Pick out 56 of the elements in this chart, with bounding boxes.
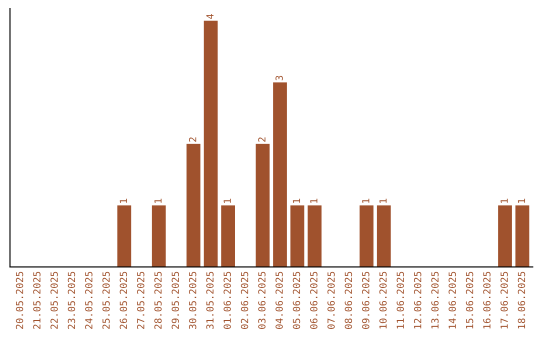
bar (152, 205, 166, 267)
x-tick-label: 20.05.2025 (16, 272, 24, 329)
data-label: 1 (500, 198, 508, 203)
x-tick-label: 03.06.2025 (258, 272, 266, 329)
bar (376, 205, 391, 267)
bar (308, 205, 322, 267)
x-tick-label: 26.05.2025 (120, 272, 128, 329)
data-label: 3 (275, 76, 283, 80)
x-tick-label: 11.06.2025 (396, 272, 404, 328)
data-label: 1 (310, 198, 318, 203)
x-tick-label: 14.06.2025 (448, 272, 456, 328)
bar (256, 144, 270, 267)
x-tick-label: 23.05.2025 (68, 272, 76, 329)
bar (186, 144, 200, 267)
x-tick-label: 05.06.2025 (292, 272, 300, 329)
data-label: 1 (379, 198, 387, 203)
data-label: 1 (518, 198, 526, 203)
x-tick-label: 04.06.2025 (275, 272, 283, 329)
x-tick-label: 22.05.2025 (50, 272, 58, 329)
bar (204, 20, 218, 267)
x-tick-label: 12.06.2025 (414, 272, 422, 328)
data-label: 1 (224, 198, 231, 203)
bar (360, 205, 374, 267)
x-tick-label: 27.05.2025 (137, 272, 144, 329)
x-tick-label: 07.06.2025 (327, 272, 335, 329)
x-tick-label: 10.06.2025 (379, 272, 387, 328)
bar (117, 205, 132, 267)
x-tick-label: 06.06.2025 (310, 272, 318, 329)
data-label: 1 (362, 198, 370, 203)
x-tick-label: 13.06.2025 (431, 272, 439, 328)
x-tick-label: 15.06.2025 (466, 272, 474, 328)
x-tick-label: 09.06.2025 (362, 272, 370, 329)
data-label: 2 (258, 137, 266, 142)
x-tick-label: 30.05.2025 (188, 272, 196, 329)
x-tick-label: 01.06.2025 (224, 272, 231, 329)
data-label: 1 (292, 198, 300, 203)
x-tick-label: 24.05.2025 (85, 272, 92, 329)
x-tick-label: 08.06.2025 (344, 272, 352, 329)
data-label: 1 (154, 198, 162, 203)
x-tick-label: 29.05.2025 (172, 272, 179, 329)
x-tick-label: 28.05.2025 (154, 272, 162, 329)
data-label: 4 (206, 14, 214, 19)
x-tick-label: 25.05.2025 (102, 272, 110, 329)
x-tick-label: 31.05.2025 (206, 272, 214, 329)
bar (498, 205, 512, 267)
bar (221, 205, 235, 267)
data-label: 1 (120, 198, 127, 203)
x-tick-label: 21.05.2025 (33, 272, 41, 329)
bar (290, 205, 304, 267)
data-label: 2 (188, 137, 196, 142)
bar (515, 205, 530, 267)
x-tick-label: 02.06.2025 (240, 272, 248, 329)
bar (273, 82, 287, 267)
x-tick-label: 17.06.2025 (500, 272, 508, 328)
x-tick-label: 18.06.2025 (518, 272, 526, 328)
x-tick-label: 16.06.2025 (483, 272, 491, 328)
